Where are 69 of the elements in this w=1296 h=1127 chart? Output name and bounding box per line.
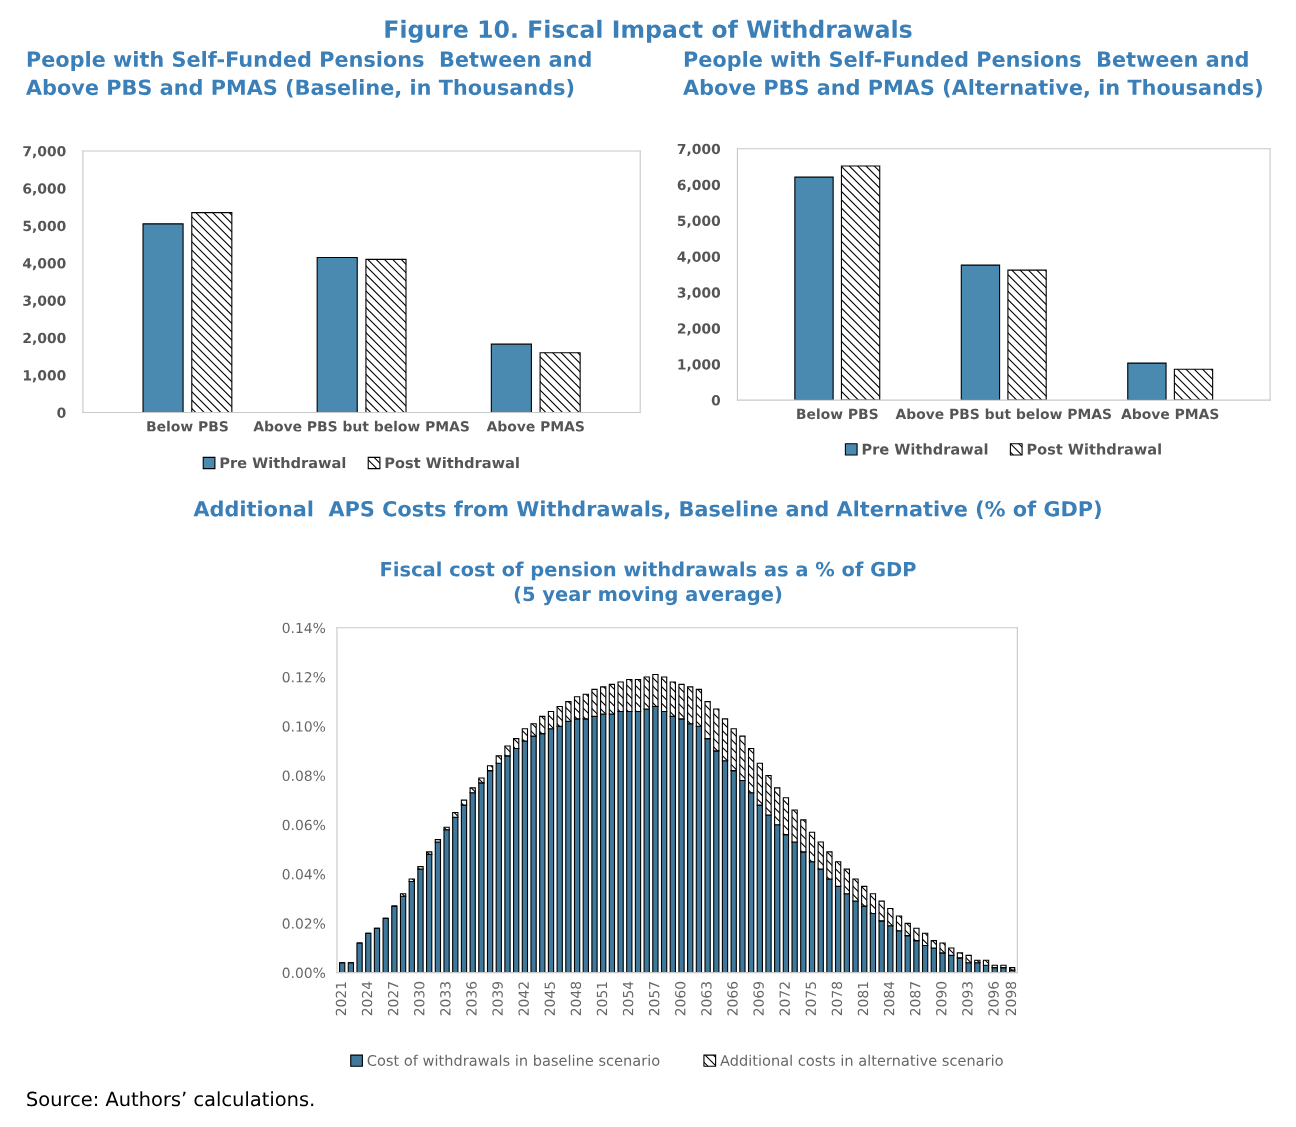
chart-title: People with Self-Funded Pensions Between and Above PBS and PMAS (Baseline, in Thousands) <box>26 50 591 98</box>
x-tick-label: 2069 <box>753 981 764 1016</box>
caption: Figure 10. Fiscal Impact of Withdrawals <box>385 19 912 43</box>
x-tick-label: 2027 <box>387 982 399 1016</box>
x-tick-label: 2060 <box>675 981 686 1016</box>
y-tick-label: 2,000 <box>23 332 66 346</box>
x-tick-label: Below PBS <box>797 408 878 420</box>
x-tick-label: 2098 <box>1005 981 1017 1016</box>
x-tick-label: 2057 <box>648 982 660 1016</box>
y-tick-label: 1,000 <box>23 370 66 383</box>
x-tick-label: 2033 <box>440 982 451 1016</box>
x-tick-label: 2045 <box>544 982 556 1016</box>
x-tick-label: 2087 <box>909 982 921 1016</box>
legend-label: Additional costs in alternative scenario <box>720 1054 1003 1066</box>
legend-label: Post Withdrawal <box>385 456 519 469</box>
legend-label: Cost of withdrawals in baseline scenario <box>367 1054 660 1066</box>
x-tick-label: 2039 <box>492 981 503 1016</box>
x-tick-label: 2090 <box>936 981 947 1016</box>
x-tick-label: Above PMAS <box>1121 408 1219 420</box>
y-tick-label: 0 <box>711 395 721 406</box>
x-tick-label: Above PBS but below PMAS <box>895 408 1111 420</box>
y-tick-label: 0.06% <box>282 819 326 831</box>
y-tick-label: 0 <box>57 407 66 418</box>
x-tick-label: Above PMAS <box>486 420 584 432</box>
x-tick-label: Above PBS but below PMAS <box>253 420 469 432</box>
y-tick-label: 6,000 <box>23 183 66 196</box>
y-tick-label: 0.10% <box>282 721 326 732</box>
x-tick-label: 2054 <box>622 981 634 1016</box>
chart-title: Additional APS Costs from Withdrawals, Baseline and Alternative (% of GDP) <box>193 500 1101 520</box>
x-tick-label: 2075 <box>805 982 817 1016</box>
y-tick-label: 5,000 <box>677 215 721 228</box>
x-tick-label: 2063 <box>701 982 712 1016</box>
y-tick-label: 1,000 <box>678 359 721 372</box>
y-tick-label: 3,000 <box>23 295 66 308</box>
x-tick-label: 2042 <box>518 982 529 1016</box>
chart-title: People with Self-Funded Pensions Between and Above PBS and PMAS (Alternative, in Thousands) <box>683 50 1262 98</box>
legend-label: Post Withdrawal <box>1027 443 1161 455</box>
y-tick-label: 2,000 <box>677 323 721 336</box>
legend-label: Pre Withdrawal <box>862 443 988 455</box>
x-tick-label: 2093 <box>962 982 973 1016</box>
x-tick-label: 2084 <box>883 981 895 1016</box>
y-tick-label: 6,000 <box>677 179 721 192</box>
y-tick-label: 4,000 <box>677 251 721 264</box>
x-tick-label: 2030 <box>414 981 425 1016</box>
x-tick-label: 2081 <box>857 982 869 1016</box>
y-tick-label: 7,000 <box>23 145 66 159</box>
x-tick-label: 2036 <box>466 981 477 1016</box>
y-tick-label: 7,000 <box>677 143 721 157</box>
x-tick-label: 2078 <box>831 981 843 1016</box>
chart-subtitle: Fiscal cost of pension withdrawals as a % of GDP (5 year moving average) <box>381 561 916 606</box>
y-tick-label: 4,000 <box>22 258 66 271</box>
x-tick-label: 2066 <box>727 981 738 1016</box>
y-tick-label: 0.02% <box>282 918 326 929</box>
y-tick-label: 0.08% <box>282 770 326 782</box>
x-tick-label: 2021 <box>335 982 347 1016</box>
y-tick-label: 0.00% <box>282 967 326 979</box>
x-tick-label: 2072 <box>779 982 790 1016</box>
y-tick-label: 0.12% <box>282 671 326 683</box>
y-tick-label: 3,000 <box>677 287 721 300</box>
x-tick-label: 2096 <box>988 981 999 1016</box>
y-tick-label: 0.04% <box>282 869 326 880</box>
source-note: Source: Authors’ calculations. <box>27 1091 314 1107</box>
x-tick-label: 2048 <box>570 981 582 1016</box>
legend-label: Pre Withdrawal <box>220 456 346 469</box>
x-tick-label: Below PBS <box>147 420 228 432</box>
y-tick-label: 5,000 <box>23 220 66 233</box>
y-tick-label: 0.14% <box>282 622 326 634</box>
x-tick-label: 2051 <box>596 982 608 1016</box>
x-tick-label: 2024 <box>361 981 373 1016</box>
